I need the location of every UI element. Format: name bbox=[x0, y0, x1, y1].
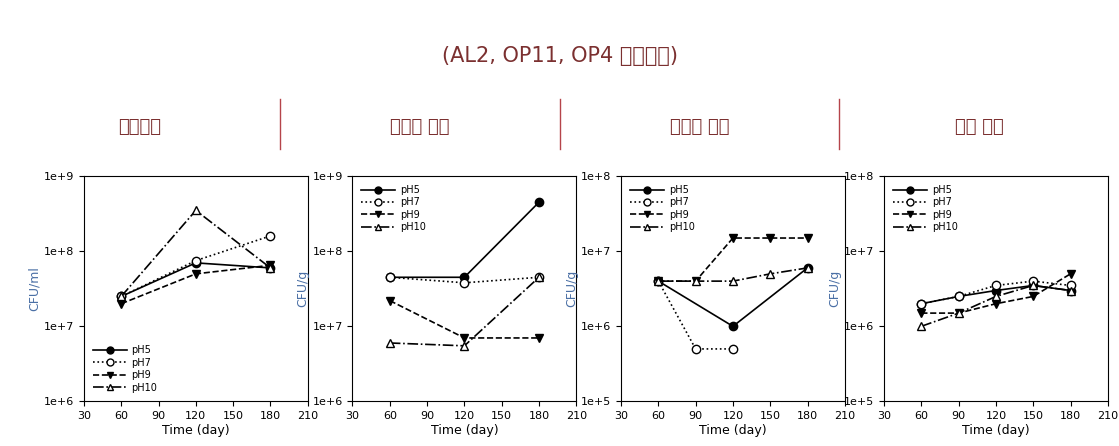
Text: 규조토 제제: 규조토 제제 bbox=[669, 118, 730, 136]
X-axis label: Time (day): Time (day) bbox=[699, 424, 767, 437]
X-axis label: Time (day): Time (day) bbox=[162, 424, 229, 437]
Text: 액상제제: 액상제제 bbox=[119, 118, 161, 136]
Y-axis label: CFU/g: CFU/g bbox=[565, 270, 579, 307]
Legend: pH5, pH7, pH9, pH10: pH5, pH7, pH9, pH10 bbox=[357, 181, 430, 236]
Y-axis label: CFU/g: CFU/g bbox=[297, 270, 310, 307]
Legend: pH5, pH7, pH9, pH10: pH5, pH7, pH9, pH10 bbox=[88, 342, 161, 396]
X-axis label: Time (day): Time (day) bbox=[431, 424, 498, 437]
Text: 토양 제제: 토양 제제 bbox=[955, 118, 1004, 136]
Text: (AL2, OP11, OP4 혼합균주): (AL2, OP11, OP4 혼합균주) bbox=[442, 45, 677, 66]
X-axis label: Time (day): Time (day) bbox=[962, 424, 1029, 437]
Y-axis label: CFU/ml: CFU/ml bbox=[28, 266, 41, 311]
Legend: pH5, pH7, pH9, pH10: pH5, pH7, pH9, pH10 bbox=[888, 181, 961, 236]
Y-axis label: CFU/g: CFU/g bbox=[828, 270, 841, 307]
Legend: pH5, pH7, pH9, pH10: pH5, pH7, pH9, pH10 bbox=[626, 181, 698, 236]
Text: 부식토 제제: 부식토 제제 bbox=[389, 118, 450, 136]
